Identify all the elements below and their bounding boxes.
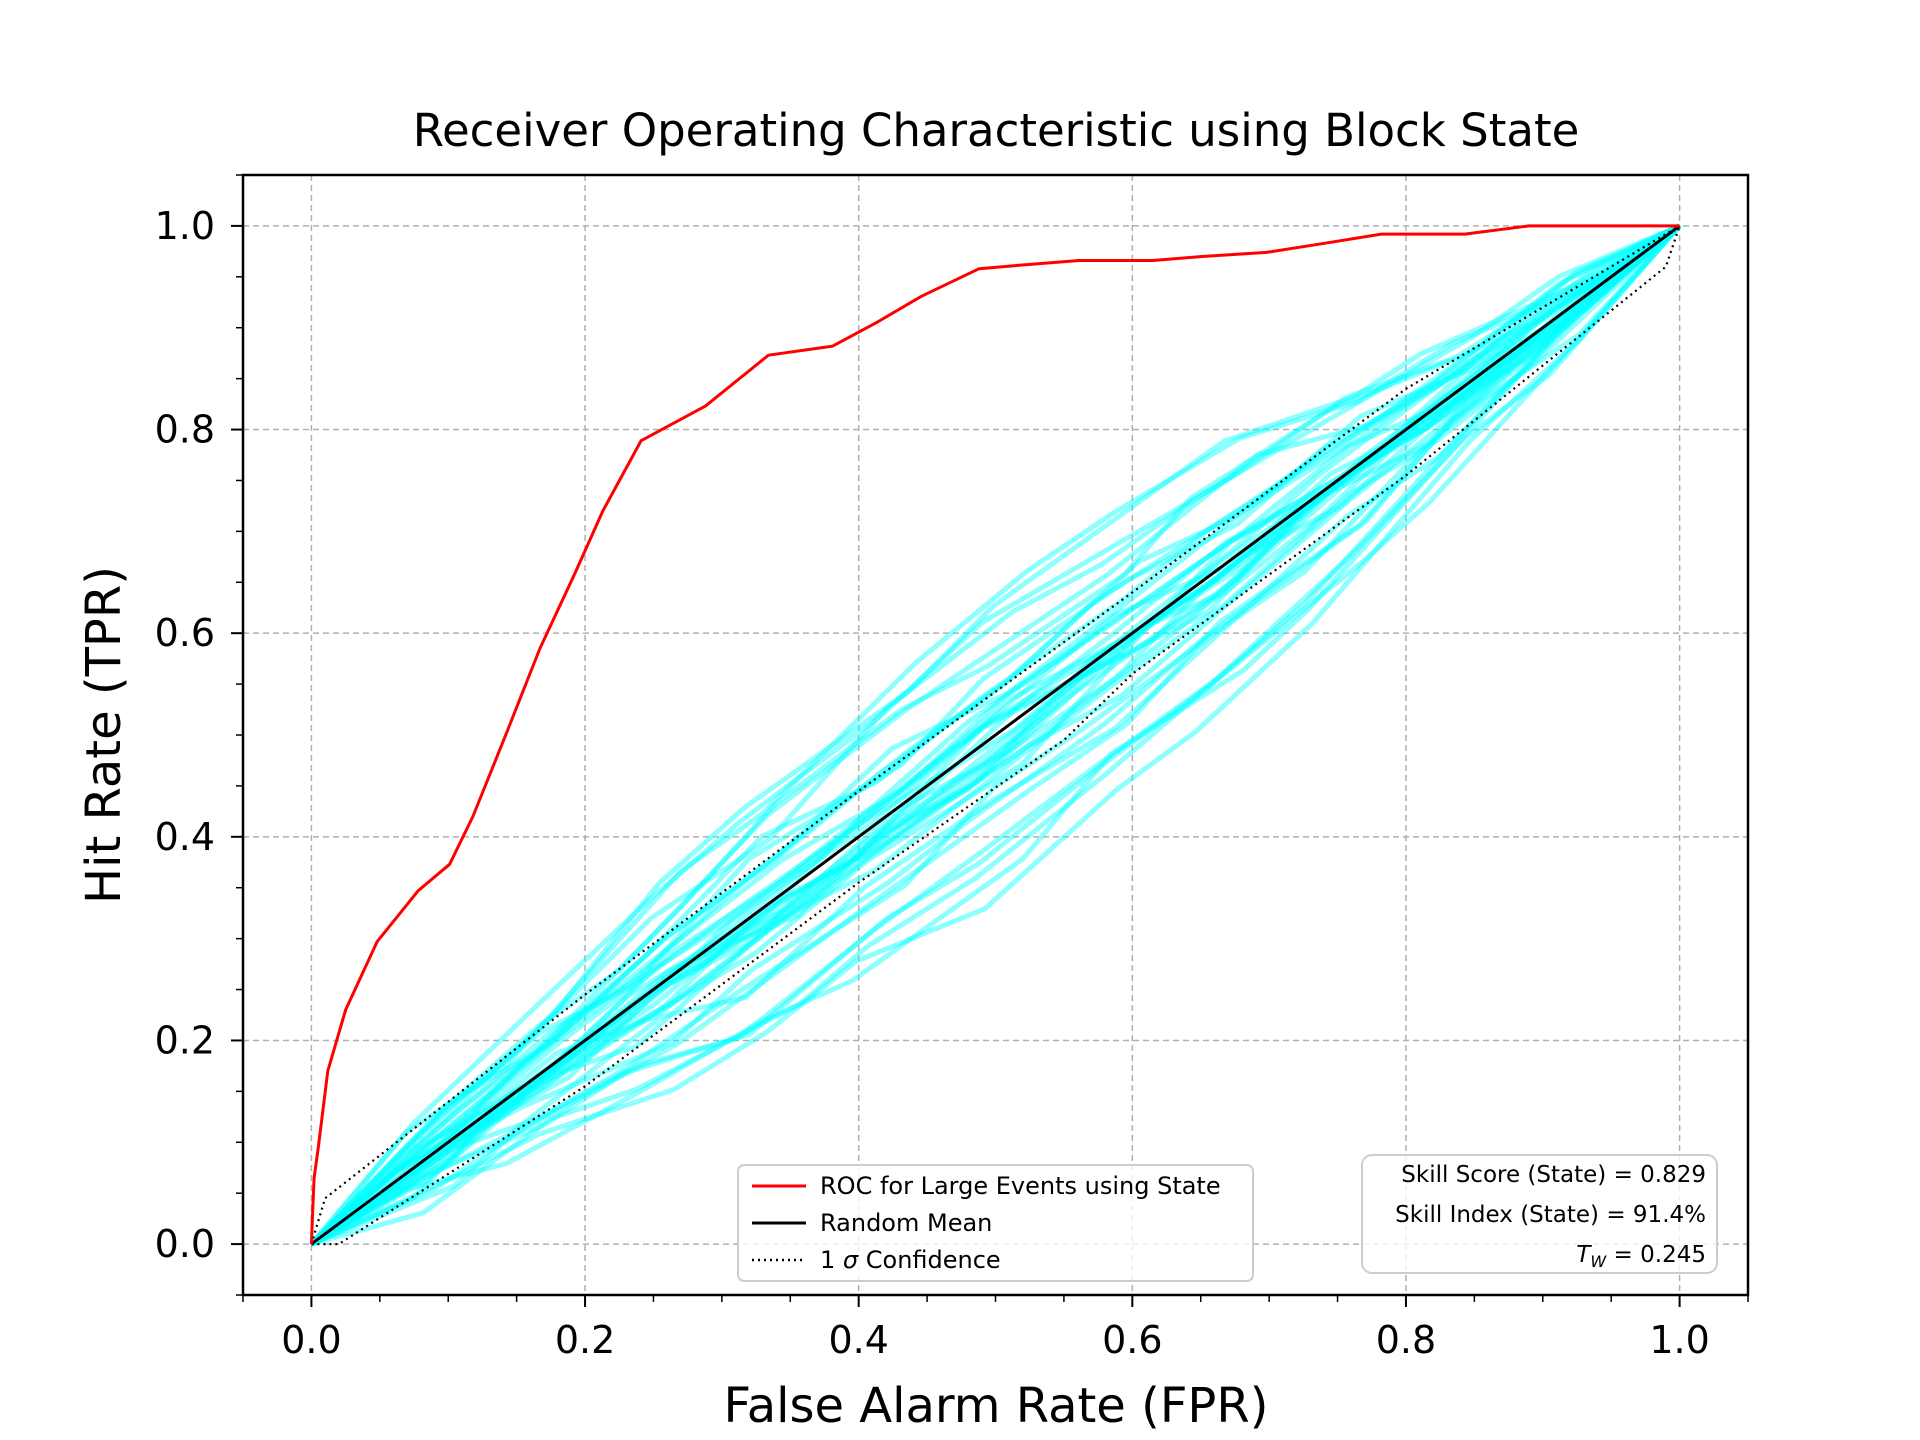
random-trial-line <box>309 223 1682 1246</box>
random-trial-line <box>310 223 1682 1247</box>
axis-ticks: 0.0 0.2 0.4 0.6 0.8 1.0 0.0 0.2 0.4 0.6 0.8 1.0 <box>155 174 1749 1362</box>
x-tick-label: 0.2 <box>555 1318 615 1362</box>
stats-box-frame <box>1361 1154 1718 1274</box>
roc-curve-line <box>309 224 1680 1245</box>
x-axis-title: False Alarm Rate (FPR) <box>724 1378 1269 1434</box>
random-trial-line <box>310 224 1682 1247</box>
random-trial-line <box>309 223 1681 1246</box>
skill-score-text: Skill Score (State) = 0.829 <box>1401 1162 1706 1188</box>
x-tick-label: 0.4 <box>828 1318 888 1362</box>
random-trial-line <box>309 223 1681 1247</box>
random-trial-line <box>309 223 1681 1246</box>
grid-lines <box>243 175 1748 1295</box>
y-tick-label: 0.0 <box>155 1222 215 1266</box>
random-trial-line <box>310 224 1682 1247</box>
random-trial-line <box>309 223 1681 1246</box>
y-axis-title: Hit Rate (TPR) <box>76 566 132 904</box>
random-trial-line <box>309 223 1681 1246</box>
y-tick-label: 0.2 <box>155 1018 215 1062</box>
legend-label-roc: ROC for Large Events using State <box>820 1172 1221 1200</box>
random-trial-line <box>310 223 1681 1247</box>
legend-label-random-mean: Random Mean <box>820 1209 992 1237</box>
random-trial-line <box>309 223 1681 1246</box>
random-trial-line <box>309 223 1682 1247</box>
x-tick-label: 0.0 <box>281 1318 341 1362</box>
series-lines <box>309 224 1681 1246</box>
random-trial-line <box>310 224 1682 1247</box>
random-trial-line <box>309 223 1682 1246</box>
legend: ROC for Large Events using State Random … <box>737 1164 1254 1282</box>
random-trial-line <box>309 223 1682 1246</box>
random-trial-line <box>309 223 1681 1247</box>
y-tick-label: 0.6 <box>155 611 215 655</box>
random-trial-line <box>310 223 1681 1247</box>
y-tick-label: 0.4 <box>155 815 215 859</box>
random-trial-line <box>310 224 1682 1247</box>
random-trial-line <box>309 223 1682 1247</box>
y-tick-label: 0.8 <box>155 408 215 452</box>
random-trial-line <box>309 224 1682 1246</box>
tw-threshold-text: TW = 0.245 <box>1576 1242 1706 1271</box>
legend-label-confidence: 1 σ Confidence <box>820 1246 1001 1274</box>
random-trial-line <box>309 223 1682 1247</box>
random-trial-line <box>310 223 1682 1247</box>
random-trial-line <box>309 223 1681 1247</box>
skill-index-text: Skill Index (State) = 91.4% <box>1395 1202 1706 1228</box>
random-trial-line <box>310 223 1682 1247</box>
random-trial-line <box>310 223 1682 1247</box>
random-mean-line <box>310 224 1681 1246</box>
random-trial-line <box>309 223 1682 1246</box>
random-trial-line <box>310 224 1682 1247</box>
x-tick-label: 1.0 <box>1649 1318 1709 1362</box>
x-tick-label: 0.8 <box>1376 1318 1436 1362</box>
random-trial-curves <box>309 223 1682 1247</box>
chart-title: Receiver Operating Characteristic using … <box>413 104 1580 157</box>
random-trial-line <box>309 223 1682 1247</box>
random-trial-line <box>309 223 1682 1246</box>
confidence-upper-line <box>310 224 1681 1245</box>
y-tick-label: 1.0 <box>155 204 215 248</box>
legend-box <box>737 1164 1254 1282</box>
confidence-lower-line <box>311 225 1681 1246</box>
random-trial-line <box>309 223 1681 1246</box>
random-trial-line <box>310 224 1682 1247</box>
random-trial-line <box>309 223 1681 1246</box>
skill-stats-box: Skill Score (State) = 0.829 Skill Index … <box>1361 1154 1718 1274</box>
random-trial-line <box>309 223 1681 1246</box>
random-trial-line <box>310 224 1682 1247</box>
x-tick-label: 0.6 <box>1102 1318 1162 1362</box>
